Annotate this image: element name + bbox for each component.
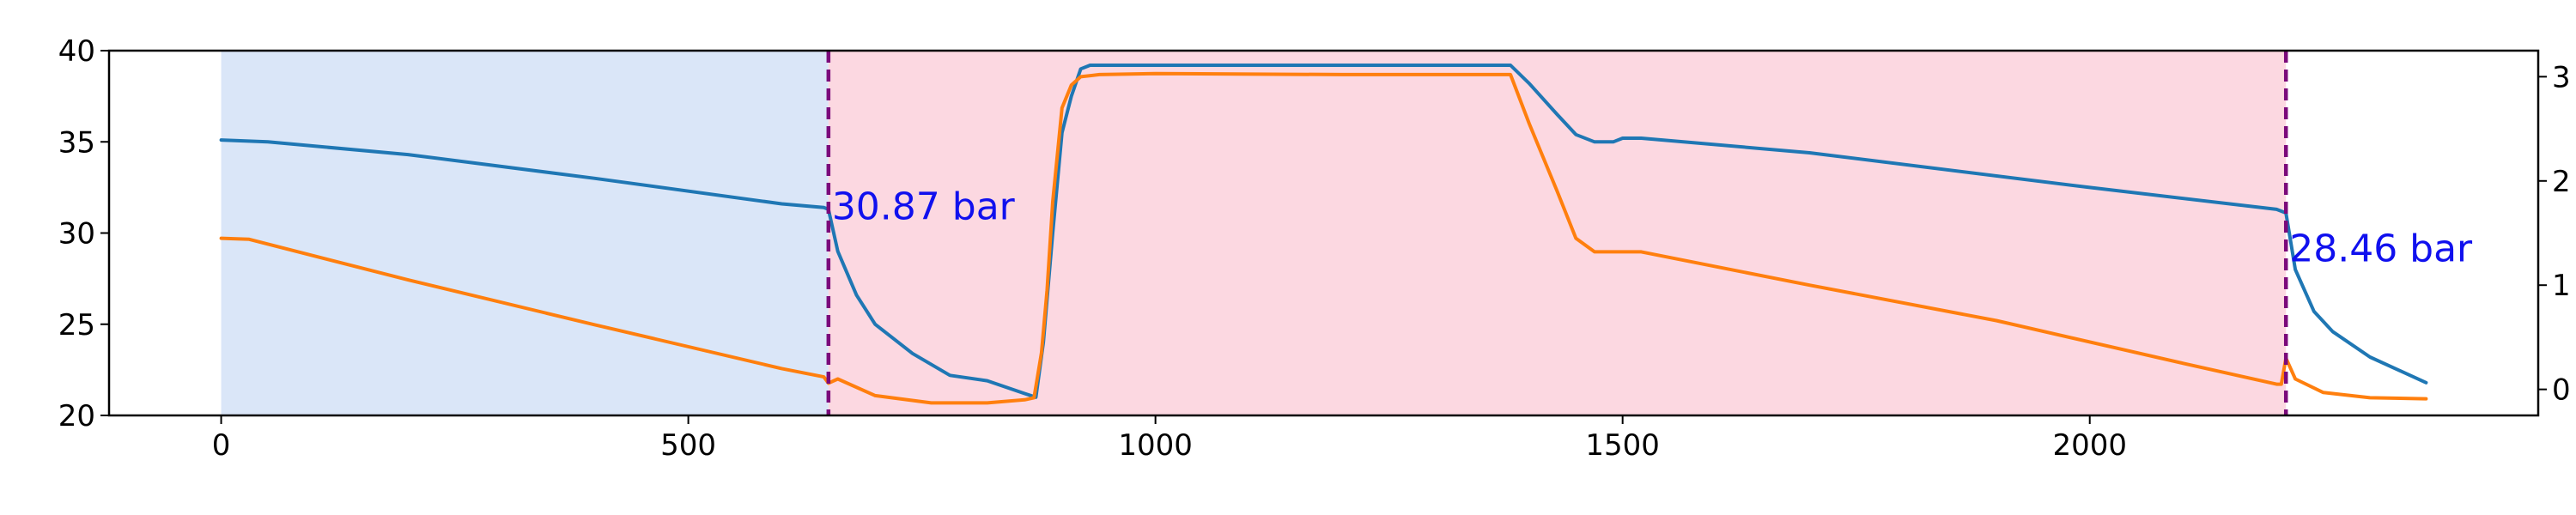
shaded-region-1: [222, 51, 829, 415]
y-tick-label: 40: [58, 34, 95, 69]
x-tick-label: 500: [660, 428, 716, 463]
y-tick-label: 35: [58, 125, 95, 160]
y-tick-label: 30: [58, 217, 95, 251]
x-tick-label: 1500: [1585, 428, 1660, 463]
y2-tick-label: 0: [2552, 373, 2571, 408]
x-tick-label: 0: [212, 428, 231, 463]
y2-tick-label: 3: [2552, 60, 2571, 94]
shaded-region-2: [829, 51, 2286, 415]
y-tick-label: 25: [58, 308, 95, 342]
annotation-label-2: 28.46 bar: [2289, 227, 2473, 271]
shaded-regions: [222, 51, 2287, 415]
x-tick-label: 1000: [1118, 428, 1193, 463]
y2-tick-label: 2: [2552, 165, 2571, 199]
x-tick-label: 2000: [2052, 428, 2127, 463]
y-tick-label: 20: [58, 399, 95, 433]
y2-tick-label: 1: [2552, 269, 2571, 303]
annotation-label-1: 30.87 bar: [832, 185, 1016, 229]
